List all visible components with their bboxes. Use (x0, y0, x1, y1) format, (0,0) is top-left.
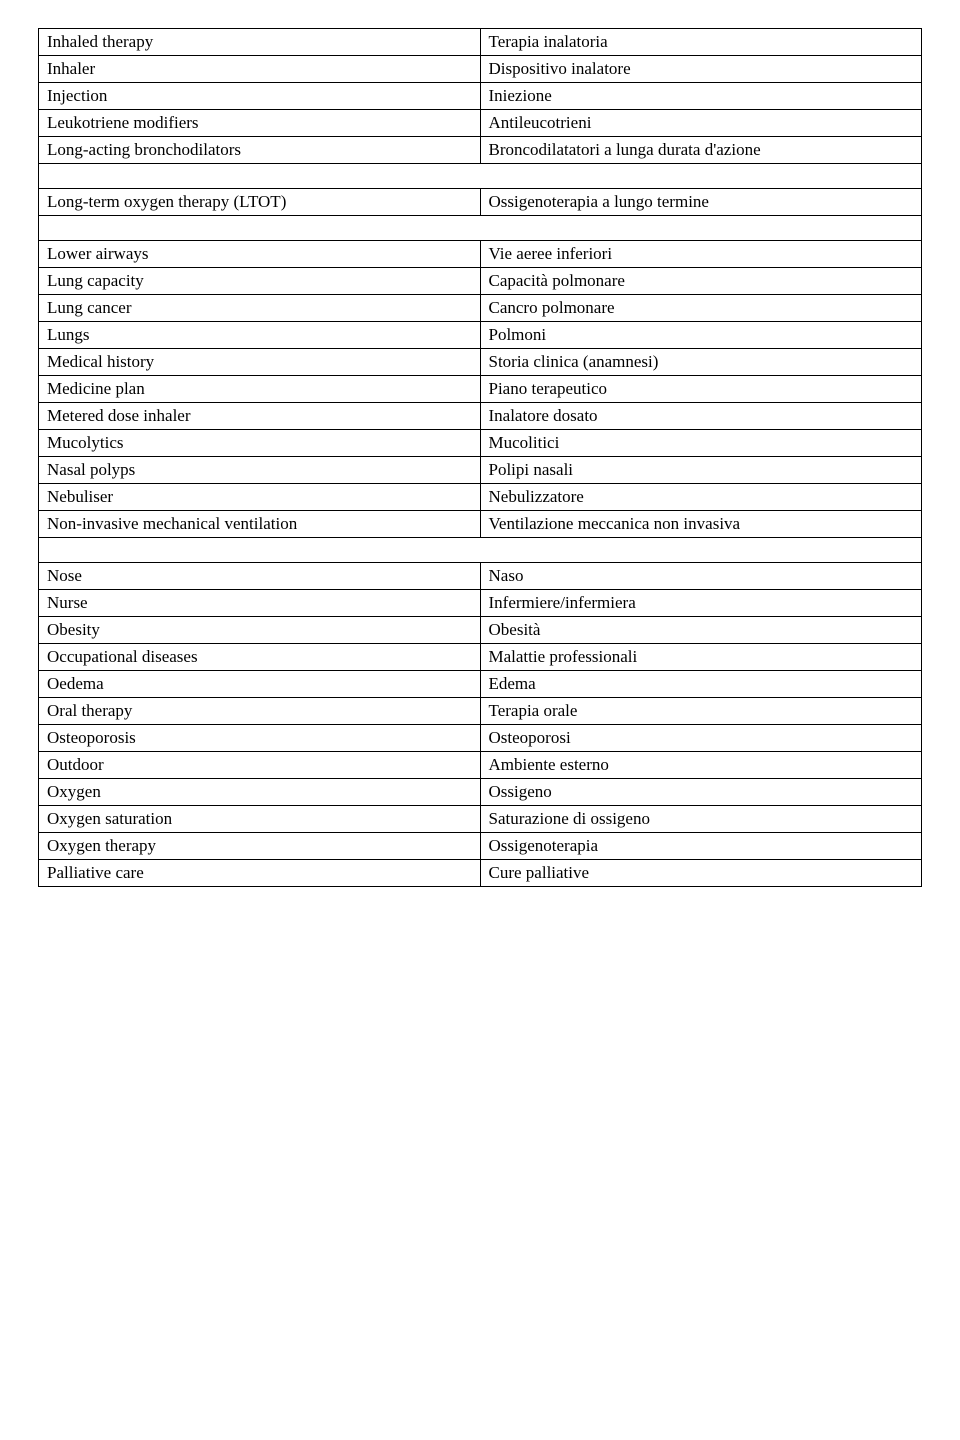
glossary-table: Inhaled therapyTerapia inalatoriaInhaler… (38, 28, 922, 887)
term-it: Edema (480, 671, 922, 698)
term-en: Oral therapy (39, 698, 481, 725)
term-en: Metered dose inhaler (39, 403, 481, 430)
term-it: Nebulizzatore (480, 484, 922, 511)
table-row: Occupational diseasesMalattie profession… (39, 644, 922, 671)
term-en: Lungs (39, 322, 481, 349)
term-en: Outdoor (39, 752, 481, 779)
term-it: Naso (480, 563, 922, 590)
table-row: LungsPolmoni (39, 322, 922, 349)
term-en: Occupational diseases (39, 644, 481, 671)
term-it: Iniezione (480, 83, 922, 110)
table-row: OedemaEdema (39, 671, 922, 698)
term-en: Nebuliser (39, 484, 481, 511)
term-it: Storia clinica (anamnesi) (480, 349, 922, 376)
table-row: Oxygen therapyOssigenoterapia (39, 833, 922, 860)
table-row: NurseInfermiere/infermiera (39, 590, 922, 617)
term-it: Terapia inalatoria (480, 29, 922, 56)
spacer-row (39, 216, 922, 241)
term-en: Leukotriene modifiers (39, 110, 481, 137)
term-en: Lower airways (39, 241, 481, 268)
term-it: Ossigeno (480, 779, 922, 806)
term-en: Oedema (39, 671, 481, 698)
term-it: Saturazione di ossigeno (480, 806, 922, 833)
term-en: Palliative care (39, 860, 481, 887)
term-en: Osteoporosis (39, 725, 481, 752)
table-row: Nasal polypsPolipi nasali (39, 457, 922, 484)
table-row: Oxygen saturationSaturazione di ossigeno (39, 806, 922, 833)
term-en: Nose (39, 563, 481, 590)
table-row: OxygenOssigeno (39, 779, 922, 806)
term-en: Inhaled therapy (39, 29, 481, 56)
term-en: Obesity (39, 617, 481, 644)
term-en: Lung capacity (39, 268, 481, 295)
term-en: Oxygen (39, 779, 481, 806)
term-it: Cure palliative (480, 860, 922, 887)
term-it: Cancro polmonare (480, 295, 922, 322)
term-it: Osteoporosi (480, 725, 922, 752)
term-it: Vie aeree inferiori (480, 241, 922, 268)
table-row: ObesityObesità (39, 617, 922, 644)
term-en: Inhaler (39, 56, 481, 83)
term-en: Oxygen therapy (39, 833, 481, 860)
term-it: Malattie professionali (480, 644, 922, 671)
term-it: Dispositivo inalatore (480, 56, 922, 83)
term-it: Mucolitici (480, 430, 922, 457)
term-en: Oxygen saturation (39, 806, 481, 833)
table-row: Metered dose inhalerInalatore dosato (39, 403, 922, 430)
term-it: Ambiente esterno (480, 752, 922, 779)
table-row: OutdoorAmbiente esterno (39, 752, 922, 779)
table-row: Leukotriene modifiersAntileucotrieni (39, 110, 922, 137)
table-row: MucolyticsMucolitici (39, 430, 922, 457)
table-row: Inhaled therapyTerapia inalatoria (39, 29, 922, 56)
table-row: Long-acting bronchodilatorsBroncodilatat… (39, 137, 922, 164)
table-row: OsteoporosisOsteoporosi (39, 725, 922, 752)
table-row: Palliative careCure palliative (39, 860, 922, 887)
term-en: Medical history (39, 349, 481, 376)
table-row: NoseNaso (39, 563, 922, 590)
term-en: Nasal polyps (39, 457, 481, 484)
spacer-row (39, 164, 922, 189)
table-row: Non-invasive mechanical ventilationVenti… (39, 511, 922, 538)
term-en: Nurse (39, 590, 481, 617)
spacer-row (39, 538, 922, 563)
term-it: Obesità (480, 617, 922, 644)
term-it: Ossigenoterapia (480, 833, 922, 860)
term-it: Ossigenoterapia a lungo termine (480, 189, 922, 216)
term-it: Infermiere/infermiera (480, 590, 922, 617)
term-en: Long-acting bronchodilators (39, 137, 481, 164)
table-row: Lung capacityCapacità polmonare (39, 268, 922, 295)
term-en: Injection (39, 83, 481, 110)
table-row: NebuliserNebulizzatore (39, 484, 922, 511)
table-row: InjectionIniezione (39, 83, 922, 110)
table-row: InhalerDispositivo inalatore (39, 56, 922, 83)
term-it: Polmoni (480, 322, 922, 349)
term-it: Polipi nasali (480, 457, 922, 484)
table-row: Long-term oxygen therapy (LTOT)Ossigenot… (39, 189, 922, 216)
term-it: Piano terapeutico (480, 376, 922, 403)
term-en: Long-term oxygen therapy (LTOT) (39, 189, 481, 216)
term-it: Antileucotrieni (480, 110, 922, 137)
table-row: Medicine planPiano terapeutico (39, 376, 922, 403)
table-row: Lower airwaysVie aeree inferiori (39, 241, 922, 268)
term-en: Lung cancer (39, 295, 481, 322)
table-row: Medical historyStoria clinica (anamnesi) (39, 349, 922, 376)
term-it: Ventilazione meccanica non invasiva (480, 511, 922, 538)
term-it: Broncodilatatori a lunga durata d'azione (480, 137, 922, 164)
term-it: Inalatore dosato (480, 403, 922, 430)
term-en: Mucolytics (39, 430, 481, 457)
table-row: Oral therapyTerapia orale (39, 698, 922, 725)
term-it: Terapia orale (480, 698, 922, 725)
table-row: Lung cancerCancro polmonare (39, 295, 922, 322)
term-en: Non-invasive mechanical ventilation (39, 511, 481, 538)
term-en: Medicine plan (39, 376, 481, 403)
term-it: Capacità polmonare (480, 268, 922, 295)
